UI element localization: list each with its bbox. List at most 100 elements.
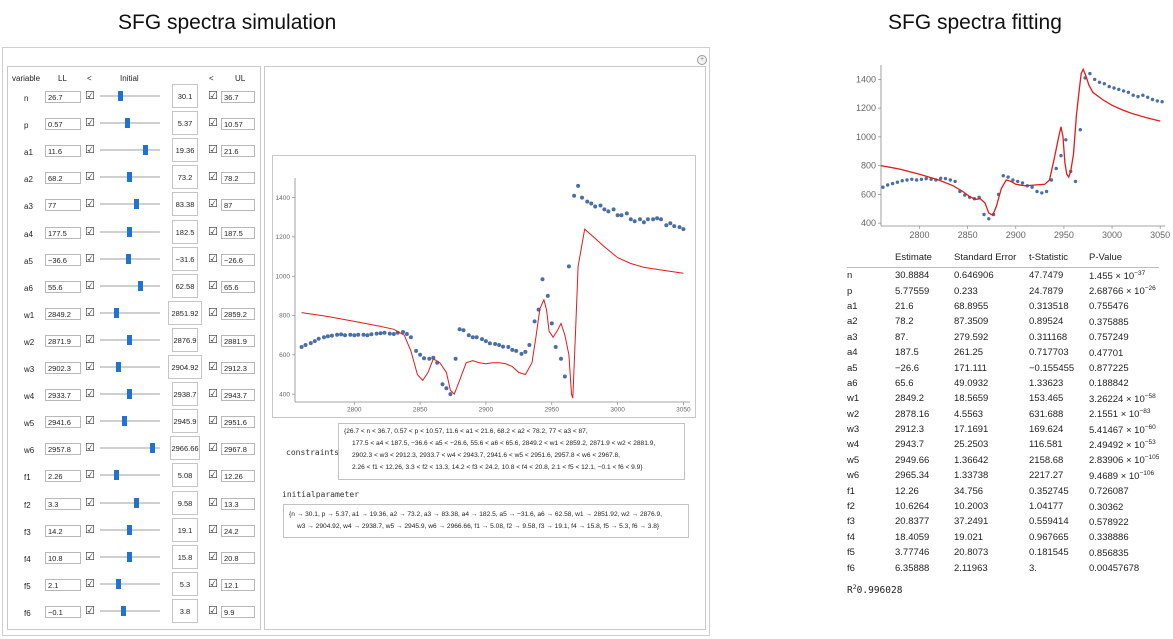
checkbox-icon[interactable]: ☑ bbox=[208, 90, 218, 102]
slider-thumb[interactable] bbox=[114, 307, 120, 318]
upper-limit-field[interactable]: 20.8 bbox=[221, 551, 255, 564]
lower-limit-field[interactable]: 55.6 bbox=[45, 280, 81, 293]
checkbox-icon[interactable]: ☑ bbox=[208, 225, 218, 238]
slider-thumb[interactable] bbox=[126, 389, 132, 400]
checkbox-icon[interactable]: ☑ bbox=[85, 361, 95, 373]
slider-thumb[interactable] bbox=[138, 280, 144, 291]
initial-value[interactable]: 182.5 bbox=[172, 219, 198, 244]
slider-thumb[interactable] bbox=[126, 334, 132, 345]
initial-value[interactable]: 2945.9 bbox=[172, 409, 198, 434]
upper-limit-field[interactable]: 2951.6 bbox=[221, 416, 255, 429]
checkbox-icon[interactable]: ☑ bbox=[208, 469, 218, 482]
initial-value[interactable]: −31.6 bbox=[172, 246, 198, 271]
lower-limit-field[interactable]: 10.8 bbox=[45, 551, 81, 564]
slider-thumb[interactable] bbox=[125, 118, 130, 129]
checkbox-icon[interactable]: ☑ bbox=[85, 577, 95, 590]
upper-limit-field[interactable]: 87 bbox=[221, 199, 255, 212]
slider-track[interactable] bbox=[100, 416, 160, 427]
checkbox-icon[interactable]: ☑ bbox=[85, 415, 95, 428]
checkbox-icon[interactable]: ☑ bbox=[85, 469, 95, 482]
slider-thumb[interactable] bbox=[122, 416, 127, 427]
checkbox-icon[interactable]: ☑ bbox=[85, 388, 95, 401]
upper-limit-field[interactable]: 78.2 bbox=[221, 172, 255, 185]
slider-thumb[interactable] bbox=[126, 172, 132, 183]
checkbox-icon[interactable]: ☑ bbox=[208, 306, 218, 319]
checkbox-icon[interactable]: ☑ bbox=[208, 415, 218, 428]
initial-value[interactable]: 30.1 bbox=[172, 84, 198, 108]
upper-limit-field[interactable]: 10.57 bbox=[221, 118, 255, 131]
checkbox-icon[interactable]: ☑ bbox=[208, 361, 218, 373]
initial-value[interactable]: 9.58 bbox=[172, 490, 198, 515]
checkbox-icon[interactable]: ☑ bbox=[85, 306, 95, 319]
initial-value[interactable]: 5.37 bbox=[172, 111, 198, 136]
lower-limit-field[interactable]: 3.3 bbox=[45, 497, 81, 510]
slider-thumb[interactable] bbox=[126, 253, 132, 264]
lower-limit-field[interactable]: 2902.3 bbox=[45, 362, 81, 374]
initial-value[interactable]: 5.3 bbox=[172, 571, 198, 596]
initial-value[interactable]: 19.1 bbox=[172, 517, 198, 542]
slider-track[interactable] bbox=[100, 551, 160, 562]
slider-track[interactable] bbox=[100, 307, 160, 318]
upper-limit-field[interactable]: 2881.9 bbox=[221, 334, 255, 347]
slider-track[interactable] bbox=[100, 118, 160, 129]
checkbox-icon[interactable]: ☑ bbox=[208, 388, 218, 401]
slider-thumb[interactable] bbox=[126, 226, 132, 237]
checkbox-icon[interactable]: ☑ bbox=[85, 90, 95, 102]
initial-value[interactable]: 15.8 bbox=[172, 544, 198, 569]
checkbox-icon[interactable]: ☑ bbox=[85, 496, 95, 509]
checkbox-icon[interactable]: ☑ bbox=[85, 550, 95, 563]
checkbox-icon[interactable]: ☑ bbox=[85, 117, 95, 130]
slider-track[interactable] bbox=[100, 334, 160, 345]
lower-limit-field[interactable]: 2957.8 bbox=[45, 443, 81, 456]
checkbox-icon[interactable]: ☑ bbox=[85, 225, 95, 238]
initial-value[interactable]: 2904.92 bbox=[168, 355, 202, 379]
slider-track[interactable] bbox=[100, 199, 160, 210]
initial-value[interactable]: 2966.66 bbox=[170, 436, 200, 461]
checkbox-icon[interactable]: ☑ bbox=[85, 198, 95, 211]
slider-track[interactable] bbox=[100, 524, 160, 535]
slider-thumb[interactable] bbox=[134, 199, 139, 210]
slider-track[interactable] bbox=[100, 226, 160, 237]
checkbox-icon[interactable]: ☑ bbox=[208, 252, 218, 265]
checkbox-icon[interactable]: ☑ bbox=[85, 279, 95, 292]
upper-limit-field[interactable]: 2859.2 bbox=[221, 307, 255, 320]
slider-track[interactable] bbox=[100, 172, 160, 183]
slider-thumb[interactable] bbox=[116, 362, 121, 372]
lower-limit-field[interactable]: 11.6 bbox=[45, 145, 81, 158]
slider-track[interactable] bbox=[100, 362, 160, 372]
lower-limit-field[interactable]: 2.1 bbox=[45, 578, 81, 591]
checkbox-icon[interactable]: ☑ bbox=[208, 604, 218, 617]
checkbox-icon[interactable]: ☑ bbox=[85, 333, 95, 346]
lower-limit-field[interactable]: 2849.2 bbox=[45, 307, 81, 320]
checkbox-icon[interactable]: ☑ bbox=[85, 252, 95, 265]
lower-limit-field[interactable]: 2941.6 bbox=[45, 416, 81, 429]
upper-limit-field[interactable]: 2912.3 bbox=[221, 362, 255, 374]
checkbox-icon[interactable]: ☑ bbox=[208, 496, 218, 509]
slider-thumb[interactable] bbox=[126, 551, 132, 562]
upper-limit-field[interactable]: 13.3 bbox=[221, 497, 255, 510]
slider-track[interactable] bbox=[100, 280, 160, 291]
upper-limit-field[interactable]: 24.2 bbox=[221, 524, 255, 537]
initial-value[interactable]: 2876.9 bbox=[172, 327, 198, 352]
slider-thumb[interactable] bbox=[114, 470, 120, 481]
upper-limit-field[interactable]: 12.26 bbox=[221, 470, 255, 483]
lower-limit-field[interactable]: 0.57 bbox=[45, 118, 81, 131]
checkbox-icon[interactable]: ☑ bbox=[208, 198, 218, 211]
checkbox-icon[interactable]: ☑ bbox=[85, 144, 95, 157]
initial-value[interactable]: 73.2 bbox=[172, 165, 198, 190]
lower-limit-field[interactable]: 77 bbox=[45, 199, 81, 212]
slider-track[interactable] bbox=[100, 91, 160, 101]
slider-track[interactable] bbox=[100, 145, 160, 156]
checkbox-icon[interactable]: ☑ bbox=[208, 333, 218, 346]
slider-thumb[interactable] bbox=[116, 578, 121, 589]
slider-thumb[interactable] bbox=[120, 605, 126, 616]
slider-track[interactable] bbox=[100, 389, 160, 400]
initial-value[interactable]: 5.08 bbox=[172, 463, 198, 488]
slider-thumb[interactable] bbox=[118, 91, 124, 101]
initial-value[interactable]: 2851.92 bbox=[168, 300, 202, 325]
upper-limit-field[interactable]: 9.9 bbox=[221, 605, 255, 618]
lower-limit-field[interactable]: −0.1 bbox=[45, 605, 81, 618]
initial-value[interactable]: 19.36 bbox=[172, 138, 198, 163]
initial-value[interactable]: 62.58 bbox=[172, 273, 198, 298]
lower-limit-field[interactable]: −36.6 bbox=[45, 253, 81, 266]
